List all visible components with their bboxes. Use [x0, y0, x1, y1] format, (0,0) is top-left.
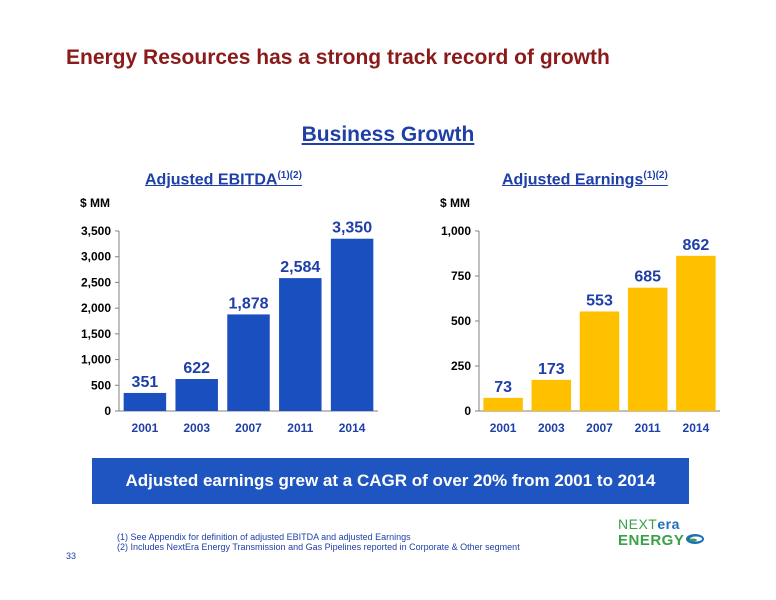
- earnings-y-tick-label: 0: [464, 404, 471, 418]
- logo-swoosh-icon: [686, 534, 705, 544]
- earnings-title-footnote: (1)(2): [643, 170, 668, 181]
- earnings-title-text: Adjusted Earnings: [502, 171, 644, 189]
- earnings-value-label: 685: [634, 269, 661, 286]
- ebitda-value-label: 1,878: [228, 295, 268, 312]
- ebitda-y-tick-label: 0: [104, 404, 111, 418]
- ebitda-unit-label: $ MM: [80, 196, 110, 210]
- earnings-unit-label: $ MM: [440, 196, 470, 210]
- nextera-energy-logo: NEXTera ENERGY: [618, 516, 714, 556]
- ebitda-y-tick-label: 2,500: [81, 275, 111, 289]
- ebitda-y-tick-label: 500: [91, 378, 111, 392]
- earnings-value-label: 553: [586, 292, 613, 309]
- earnings-x-tick-label: 2003: [538, 421, 565, 435]
- ebitda-title-text: Adjusted EBITDA: [145, 171, 278, 189]
- footnotes: (1) See Appendix for definition of adjus…: [117, 532, 520, 552]
- earnings-bar: [676, 255, 716, 411]
- earnings-bar: [627, 287, 668, 411]
- ebitda-value-label: 622: [183, 360, 210, 377]
- ebitda-bar: [123, 392, 167, 411]
- earnings-y-tick-label: 750: [451, 269, 471, 283]
- earnings-x-tick-label: 2001: [490, 421, 517, 435]
- ebitda-x-tick-label: 2014: [339, 421, 366, 435]
- ebitda-bar: [175, 379, 218, 411]
- ebitda-y-tick-label: 2,000: [81, 301, 111, 315]
- earnings-value-label: 862: [683, 237, 710, 254]
- earnings-bar: [579, 311, 620, 411]
- page-title: Energy Resources has a strong track reco…: [66, 46, 610, 69]
- ebitda-x-tick-label: 2001: [132, 421, 159, 435]
- ebitda-y-tick-label: 1,500: [81, 327, 111, 341]
- earnings-bar: [531, 379, 572, 411]
- earnings-chart-title: Adjusted Earnings(1)(2): [502, 170, 668, 189]
- logo-era-text: era: [657, 516, 680, 532]
- page-number: 33: [66, 551, 77, 561]
- logo-energy-text: ENERGY: [618, 532, 685, 549]
- ebitda-x-tick-label: 2003: [183, 421, 210, 435]
- ebitda-x-tick-label: 2007: [235, 421, 262, 435]
- earnings-x-tick-label: 2014: [683, 421, 710, 435]
- section-subtitle: Business Growth: [0, 123, 776, 147]
- earnings-x-tick-label: 2011: [635, 421, 661, 435]
- ebitda-value-label: 3,350: [332, 220, 372, 237]
- ebitda-value-label: 2,584: [280, 259, 320, 276]
- ebitda-title-footnote: (1)(2): [277, 170, 302, 181]
- earnings-y-tick-label: 250: [451, 359, 471, 373]
- footnote-1: (1) See Appendix for definition of adjus…: [117, 532, 411, 542]
- ebitda-y-tick-label: 3,000: [81, 250, 111, 264]
- earnings-y-tick-label: 500: [451, 314, 471, 328]
- ebitda-value-label: 351: [132, 374, 159, 391]
- earnings-y-tick-label: 1,000: [441, 224, 471, 238]
- ebitda-chart-title: Adjusted EBITDA(1)(2): [145, 170, 302, 189]
- ebitda-bar: [279, 278, 322, 411]
- ebitda-y-tick-label: 3,500: [81, 224, 111, 238]
- ebitda-x-tick-label: 2011: [287, 421, 313, 435]
- ebitda-bar: [227, 314, 270, 411]
- footnote-2: (2) Includes NextEra Energy Transmission…: [117, 542, 520, 552]
- ebitda-y-tick-label: 1,000: [81, 353, 111, 367]
- subtitle-text: Business Growth: [301, 123, 475, 146]
- logo-next-text: NEXT: [618, 516, 658, 532]
- earnings-x-tick-label: 2007: [586, 421, 613, 435]
- cagr-banner: Adjusted earnings grew at a CAGR of over…: [92, 458, 689, 504]
- earnings-bar: [483, 397, 523, 411]
- earnings-value-label: 173: [538, 361, 565, 378]
- ebitda-bar: [330, 238, 374, 411]
- earnings-value-label: 73: [494, 379, 512, 396]
